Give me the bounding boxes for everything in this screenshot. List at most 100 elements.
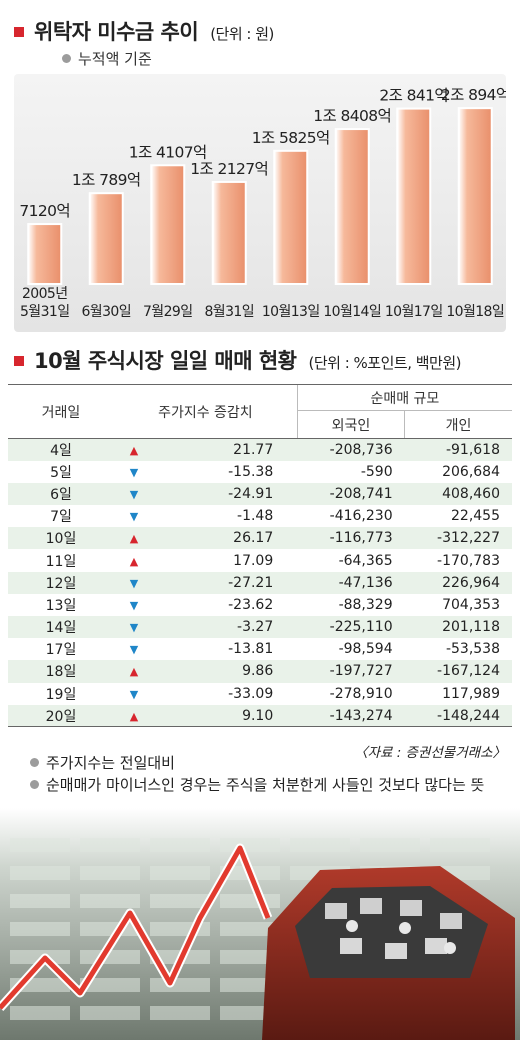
date-cell: 5일: [8, 460, 114, 483]
chart-unit: (단위 : 원): [210, 25, 274, 43]
index-change-cell: -23.62: [154, 593, 298, 616]
down-arrow-icon: ▼: [114, 482, 154, 506]
bar-value-label: 1조 2127억: [190, 160, 268, 178]
footnote-text: 주가지수는 전일대비: [46, 754, 175, 772]
bar-chart-panel: 7120억 2005년 5월31일 1조 789억 6월30일 1조 4107억 7월29일…: [14, 74, 506, 332]
date-cell: 6일: [8, 482, 114, 506]
table-unit: (단위 : %포인트, 백만원): [308, 354, 462, 372]
foreign-net-cell: -197,727: [297, 660, 405, 683]
foreign-net-cell: -64,365: [297, 549, 405, 572]
bar: [457, 107, 493, 285]
foreign-net-cell: -225,110: [297, 616, 405, 639]
index-change-cell: -1.48: [154, 505, 298, 528]
table-row: 14일 ▼ -3.27 -225,110 201,118: [8, 616, 512, 639]
bar-value-label: 7120억: [19, 202, 70, 220]
x-tick-label: 7월29일: [143, 304, 192, 320]
chart-note-text: 누적액 기준: [78, 50, 152, 68]
chart-note: 누적액 기준: [62, 48, 152, 69]
table-row: 20일 ▲ 9.10 -143,274 -148,244: [8, 704, 512, 728]
index-change-cell: -15.38: [154, 460, 298, 483]
bar: [88, 192, 124, 285]
table-row: 10일 ▲ 26.17 -116,773 -312,227: [8, 527, 512, 550]
individual-net-cell: -170,783: [404, 549, 512, 572]
chart-title: 위탁자 미수금 추이: [34, 20, 199, 44]
foreign-net-cell: -278,910: [297, 682, 405, 705]
date-cell: 17일: [8, 638, 114, 661]
gray-dot-bullet-icon: [30, 758, 39, 767]
table-body: 4일 ▲ 21.77 -208,736 -91,618 5일 ▼ -15.38 -590 206,…: [8, 438, 512, 728]
down-arrow-icon: ▼: [114, 638, 154, 661]
trading-table: 거래일 주가지수 증감치 순매매 규모 외국인 개인 4일 ▲ 21.77 -208,…: [8, 384, 512, 728]
foreign-net-cell: -47,136: [297, 571, 405, 594]
table-row: 19일 ▼ -33.09 -278,910 117,989: [8, 682, 512, 705]
date-cell: 4일: [8, 438, 114, 461]
down-arrow-icon: ▼: [114, 505, 154, 528]
individual-net-cell: 201,118: [404, 616, 512, 639]
individual-net-cell: -148,244: [404, 704, 512, 728]
date-cell: 11일: [8, 549, 114, 572]
header-foreign: 외국인: [296, 410, 405, 439]
x-tick-label: 2005년: [22, 286, 68, 302]
individual-net-cell: 408,460: [404, 482, 512, 506]
bar: [150, 164, 186, 285]
up-arrow-icon: ▲: [114, 660, 154, 683]
foreign-net-cell: -143,274: [297, 704, 405, 728]
x-tick-label: 6월30일: [82, 304, 131, 320]
chart-title-bar: 위탁자 미수금 추이 (단위 : 원): [14, 16, 274, 46]
up-arrow-icon: ▲: [114, 527, 154, 550]
header-change: 주가지수 증감치: [114, 384, 298, 439]
foreign-net-cell: -98,594: [297, 638, 405, 661]
bar-value-label: 1조 5825억: [252, 129, 330, 147]
footnote-text: 순매매가 마이너스인 경우는 주식을 처분한게 사들인 것보다 많다는 뜻: [46, 776, 485, 794]
date-cell: 18일: [8, 660, 114, 683]
individual-net-cell: -167,124: [404, 660, 512, 683]
bar: [273, 149, 309, 286]
index-change-cell: -27.21: [154, 571, 298, 594]
up-arrow-icon: ▲: [114, 549, 154, 572]
footnote: 순매매가 마이너스인 경우는 주식을 처분한게 사들인 것보다 많다는 뜻: [30, 774, 490, 796]
bar-value-label: 2조 894억: [441, 86, 506, 104]
footnote: 주가지수는 전일대비: [30, 752, 490, 774]
index-change-cell: -24.91: [154, 482, 298, 506]
table-row: 18일 ▲ 9.86 -197,727 -167,124: [8, 660, 512, 683]
index-change-cell: -33.09: [154, 682, 298, 705]
date-cell: 19일: [8, 682, 114, 705]
table-row: 11일 ▲ 17.09 -64,365 -170,783: [8, 549, 512, 572]
foreign-net-cell: -590: [297, 460, 405, 483]
foreign-net-cell: -88,329: [297, 593, 405, 616]
down-arrow-icon: ▼: [114, 593, 154, 616]
down-arrow-icon: ▼: [114, 460, 154, 483]
footnotes: 주가지수는 전일대비 순매매가 마이너스인 경우는 주식을 처분한게 사들인 것…: [30, 752, 490, 796]
table-row: 12일 ▼ -27.21 -47,136 226,964: [8, 571, 512, 594]
date-cell: 12일: [8, 571, 114, 594]
zigzag-trend-line: [0, 845, 271, 1010]
table-title-bar: 10월 주식시장 일일 매매 현황 (단위 : %포인트, 백만원): [14, 345, 461, 375]
individual-net-cell: 206,684: [404, 460, 512, 483]
gray-dot-bullet-icon: [62, 54, 71, 63]
bar-value-label: 1조 8408억: [313, 107, 391, 125]
foreign-net-cell: -416,230: [297, 505, 405, 528]
individual-net-cell: 704,353: [404, 593, 512, 616]
down-arrow-icon: ▼: [114, 682, 154, 705]
bar: [27, 223, 63, 285]
table-row: 17일 ▼ -13.81 -98,594 -53,538: [8, 638, 512, 661]
x-tick-label: 5월31일: [20, 304, 69, 320]
header-date: 거래일: [8, 384, 114, 439]
individual-net-cell: 22,455: [404, 505, 512, 528]
red-square-bullet-icon: [14, 356, 24, 366]
foreign-net-cell: -208,736: [297, 438, 405, 461]
x-tick-label: 10월18일: [446, 304, 504, 320]
index-change-cell: 9.10: [154, 704, 298, 728]
bar-chart: 7120억 2005년 5월31일 1조 789억 6월30일 1조 4107억 7월29일…: [19, 86, 506, 320]
index-change-cell: -3.27: [154, 616, 298, 639]
trading-desk-illustration: [262, 866, 515, 1040]
index-change-cell: 21.77: [154, 438, 298, 461]
stock-exchange-photo: [0, 808, 520, 1040]
x-tick-label: 8월31일: [205, 304, 254, 320]
x-tick-label: 10월13일: [262, 304, 320, 320]
gray-dot-bullet-icon: [30, 780, 39, 789]
table-row: 6일 ▼ -24.91 -208,741 408,460: [8, 482, 512, 506]
x-tick-label: 10월17일: [385, 304, 443, 320]
index-change-cell: 9.86: [154, 660, 298, 683]
date-cell: 13일: [8, 593, 114, 616]
